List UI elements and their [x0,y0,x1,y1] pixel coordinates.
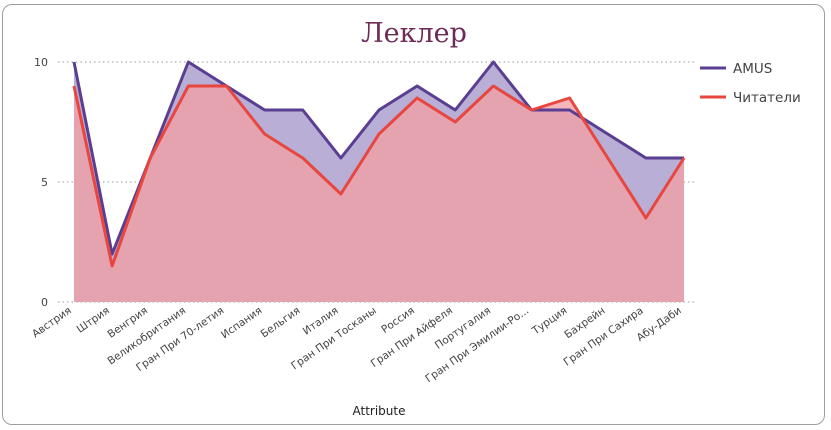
area-readers [74,86,684,302]
x-axis-title: Attribute [353,404,406,418]
legend-label: AMUS [733,61,772,77]
y-tick-label: 0 [41,296,48,309]
y-tick-label: 5 [41,176,48,189]
chart-title: Леклер [361,18,467,49]
x-tick-label: Испания [219,305,264,342]
y-tick-label: 10 [34,56,48,69]
legend: AMUS Читатели [700,61,801,106]
y-axis-ticks: 0 5 10 [34,56,48,309]
line-readers [72,84,686,268]
legend-label: Читатели [733,90,801,106]
x-tick-label: Австрия [30,305,74,341]
x-tick-label: Бельгия [259,305,303,341]
series-lines [72,60,686,268]
series-areas [74,62,684,302]
